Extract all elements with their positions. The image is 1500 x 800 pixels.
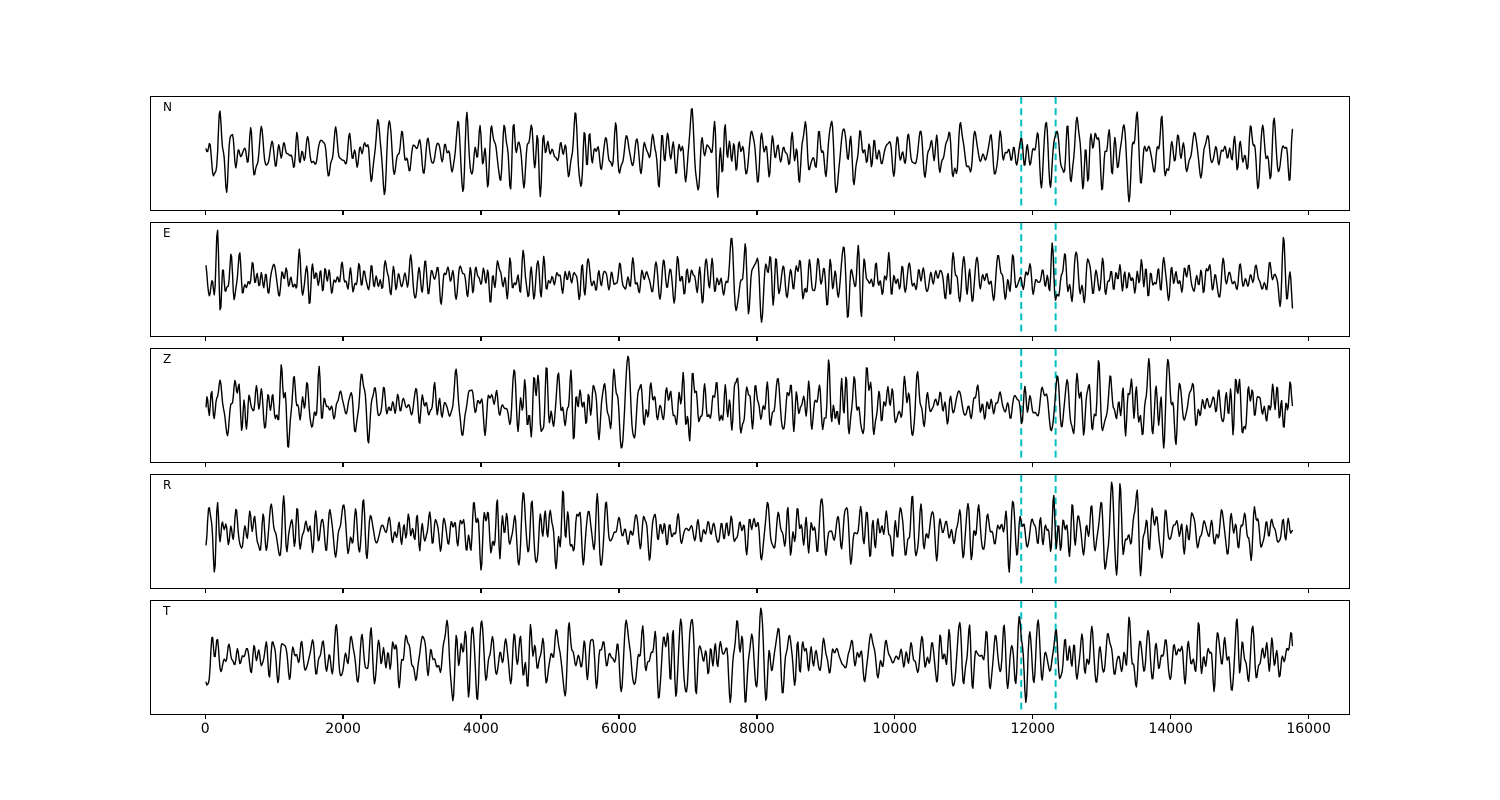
x-tick-mark	[342, 337, 344, 341]
x-tick-mark	[342, 211, 344, 215]
waveform-plot-N	[205, 97, 1294, 209]
x-tick-mark	[618, 463, 620, 467]
x-tick-label-4000: 4000	[463, 721, 499, 737]
waveform-trace-Z	[205, 355, 1294, 449]
x-tick-label-2000: 2000	[325, 721, 361, 737]
x-tick-mark	[894, 463, 896, 467]
x-tick-mark	[1170, 715, 1172, 719]
waveform-plot-T	[205, 601, 1294, 713]
x-tick-label-10000: 10000	[872, 721, 918, 737]
x-tick-mark	[1307, 463, 1310, 467]
waveform-plot-Z	[205, 349, 1294, 461]
x-tick-mark	[1307, 337, 1310, 341]
x-tick-mark	[204, 715, 206, 719]
x-tick-mark	[894, 337, 896, 341]
x-tick-mark	[480, 589, 482, 593]
x-tick-mark	[1170, 211, 1172, 215]
panel-label-N: N	[163, 100, 172, 114]
panel-label-E: E	[163, 226, 171, 240]
x-tick-mark	[204, 337, 206, 341]
waveform-plot-E	[205, 223, 1294, 335]
x-tick-mark	[894, 211, 896, 215]
x-tick-mark	[1170, 463, 1172, 467]
x-tick-mark	[1032, 715, 1034, 719]
x-tick-mark	[204, 211, 206, 215]
waveform-plot-R	[205, 475, 1294, 587]
x-tick-mark	[756, 211, 758, 215]
x-tick-mark	[894, 589, 896, 593]
x-tick-label-16000: 16000	[1286, 721, 1331, 737]
x-tick-mark	[1307, 211, 1310, 215]
x-tick-label-6000: 6000	[601, 721, 637, 737]
waveform-trace-N	[205, 108, 1294, 203]
x-tick-label-0: 0	[200, 721, 210, 737]
x-tick-mark	[480, 715, 482, 719]
x-tick-mark	[1170, 337, 1172, 341]
x-tick-mark	[756, 337, 758, 341]
x-tick-mark	[342, 463, 344, 467]
x-tick-mark	[204, 463, 206, 467]
waveform-trace-R	[205, 481, 1294, 577]
x-tick-label-14000: 14000	[1148, 721, 1193, 737]
x-tick-mark	[480, 211, 482, 215]
x-tick-mark	[1032, 463, 1034, 467]
x-tick-mark	[618, 589, 620, 593]
x-tick-mark	[618, 715, 620, 719]
waveform-trace-E	[205, 229, 1294, 323]
panel-label-R: R	[163, 478, 172, 492]
x-tick-mark	[1032, 211, 1034, 215]
x-tick-mark	[480, 463, 482, 467]
x-tick-mark	[1170, 589, 1172, 593]
x-tick-mark	[204, 589, 206, 593]
x-tick-mark	[756, 589, 758, 593]
panel-label-Z: Z	[163, 352, 172, 366]
x-tick-mark	[1032, 589, 1034, 593]
x-tick-mark	[756, 715, 758, 719]
x-tick-mark	[756, 463, 758, 467]
trace-panel-R: R	[150, 474, 1350, 589]
trace-panel-N: N	[150, 96, 1350, 211]
x-tick-label-12000: 12000	[1010, 721, 1056, 737]
trace-panel-E: E	[150, 222, 1350, 337]
trace-panel-T: T	[150, 600, 1350, 715]
x-tick-mark	[342, 589, 344, 593]
x-tick-mark	[480, 337, 482, 341]
waveform-trace-T	[205, 607, 1294, 704]
trace-panel-Z: Z	[150, 348, 1350, 463]
x-tick-mark	[618, 211, 620, 215]
x-tick-label-8000: 8000	[739, 721, 775, 737]
x-tick-mark	[1307, 715, 1310, 719]
x-tick-mark	[1032, 337, 1034, 341]
x-tick-mark	[1307, 589, 1310, 593]
x-tick-mark	[894, 715, 896, 719]
x-tick-mark	[618, 337, 620, 341]
x-tick-mark	[342, 715, 344, 719]
panel-label-T: T	[163, 604, 171, 618]
